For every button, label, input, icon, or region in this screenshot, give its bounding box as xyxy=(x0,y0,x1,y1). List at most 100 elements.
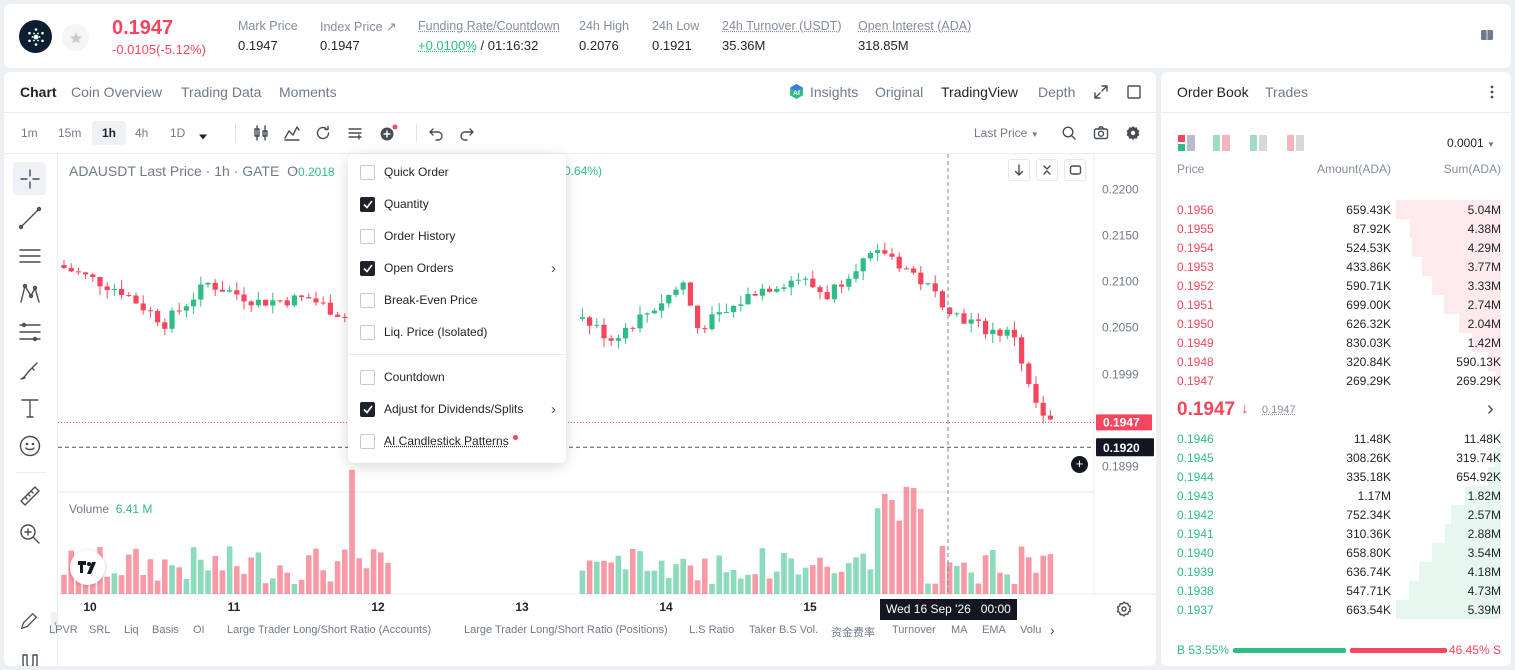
bid-row[interactable]: 0.1941 310.36K 2.88M xyxy=(1161,524,1511,543)
indicators-icon[interactable] xyxy=(284,125,300,144)
indicator-volu[interactable]: Volu xyxy=(1020,624,1042,636)
bid-row[interactable]: 0.1940 658.80K 3.54M xyxy=(1161,543,1511,562)
checkbox-order-history[interactable] xyxy=(360,228,375,244)
bid-row[interactable]: 0.1946 11.48K 11.48K xyxy=(1161,429,1511,448)
indicator-basis[interactable]: Basis xyxy=(152,624,179,636)
redo-icon[interactable] xyxy=(459,125,475,144)
ask-row[interactable]: 0.1950 626.32K 2.04M xyxy=(1161,314,1511,333)
menu-item-order-history[interactable]: Order History xyxy=(360,224,455,248)
ask-row[interactable]: 0.1952 590.71K 3.33M xyxy=(1161,276,1511,295)
emoji-tool-icon[interactable] xyxy=(18,434,42,461)
checkbox-open-orders[interactable] xyxy=(360,260,375,276)
checkbox-countdown[interactable] xyxy=(360,369,375,385)
view-asks-icon[interactable] xyxy=(1287,135,1304,154)
price-type-select[interactable]: Last Price ▼ xyxy=(974,126,1039,140)
indicator-ema[interactable]: EMA xyxy=(982,624,1006,636)
timeframe-1m[interactable]: 1m xyxy=(21,126,38,140)
menu-item-countdown[interactable]: Countdown xyxy=(360,365,445,389)
tab-order-book[interactable]: Order Book xyxy=(1177,84,1249,100)
checkbox-adjust-dividends[interactable] xyxy=(360,401,375,417)
funding-rate-label[interactable]: Funding Rate/Countdown xyxy=(418,19,560,33)
bid-row[interactable]: 0.1944 335.18K 654.92K xyxy=(1161,467,1511,486)
menu-item-quantity[interactable]: Quantity xyxy=(360,192,429,216)
more-options-icon[interactable] xyxy=(1489,84,1495,103)
ask-row[interactable]: 0.1947 269.29K 269.29K xyxy=(1161,371,1511,390)
ask-row[interactable]: 0.1953 433.86K 3.77M xyxy=(1161,257,1511,276)
precision-select[interactable]: 0.0001 ▼ xyxy=(1447,136,1495,150)
tab-trading-data[interactable]: Trading Data xyxy=(181,84,262,100)
candle-type-icon[interactable] xyxy=(253,125,269,144)
checkbox-ai-candlestick[interactable] xyxy=(360,433,375,449)
replay-icon[interactable] xyxy=(315,125,331,144)
tab-insights[interactable]: Insights xyxy=(810,84,859,100)
indicator-liq[interactable]: Liq xyxy=(124,624,139,636)
favorite-star-icon[interactable] xyxy=(62,24,89,51)
crosshair-tool-icon[interactable] xyxy=(13,162,46,195)
tab-moments[interactable]: Moments xyxy=(279,84,337,100)
indicator-lt-accounts[interactable]: Large Trader Long/Short Ratio (Accounts) xyxy=(227,624,432,636)
expand-icon[interactable] xyxy=(1093,84,1109,103)
fit-screen-icon[interactable] xyxy=(1064,159,1086,181)
zoom-in-tool-icon[interactable] xyxy=(18,522,42,549)
chevron-right-icon[interactable]: › xyxy=(1487,398,1494,420)
pattern-tool-icon[interactable] xyxy=(18,282,42,309)
undo-icon[interactable] xyxy=(428,125,444,144)
view-both-icon[interactable] xyxy=(1178,135,1195,154)
time-axis-settings-icon[interactable] xyxy=(1115,600,1133,621)
bid-row[interactable]: 0.1942 752.34K 2.57M xyxy=(1161,505,1511,524)
indicator-lpvr[interactable]: LPVR xyxy=(49,624,78,636)
tab-trades[interactable]: Trades xyxy=(1265,84,1309,100)
menu-item-quick-order[interactable]: Quick Order xyxy=(360,160,449,184)
checkbox-quick-order[interactable] xyxy=(360,164,375,180)
timeframe-1d[interactable]: 1D xyxy=(170,126,186,140)
indicator-srl[interactable]: SRL xyxy=(89,624,111,636)
checkbox-liq-price[interactable] xyxy=(360,324,375,340)
collapse-toolbar-icon[interactable]: ‹ xyxy=(51,612,60,634)
menu-item-break-even[interactable]: Break-Even Price xyxy=(360,288,477,312)
add-settings-icon[interactable] xyxy=(379,124,399,145)
menu-item-liq-price[interactable]: Liq. Price (Isolated) xyxy=(360,320,487,344)
ask-row[interactable]: 0.1955 87.92K 4.38M xyxy=(1161,219,1511,238)
price-chart[interactable]: 0.2200 0.2150 0.2100 0.2050 0.1999 0.1899 0.19… xyxy=(58,154,1156,666)
fib-tool-icon[interactable] xyxy=(18,320,42,347)
timeframe-15m[interactable]: 15m xyxy=(58,126,82,140)
bid-row[interactable]: 0.1945 308.26K 319.74K xyxy=(1161,448,1511,467)
timeframe-1h[interactable]: 1h xyxy=(92,121,127,145)
tab-chart[interactable]: Chart xyxy=(20,84,57,100)
indicator-funding-rate[interactable]: 资金费率 xyxy=(831,627,875,639)
text-tool-icon[interactable] xyxy=(18,396,42,423)
compress-icon[interactable] xyxy=(1036,159,1058,181)
gear-icon[interactable] xyxy=(1125,125,1141,144)
trend-line-tool-icon[interactable] xyxy=(18,206,42,233)
lock-drawings-icon[interactable] xyxy=(18,610,40,635)
view-split-icon[interactable] xyxy=(1213,135,1230,154)
menu-item-ai-candlestick[interactable]: AI Candlestick Patterns xyxy=(360,429,518,453)
indicator-ma[interactable]: MA xyxy=(951,624,968,636)
scroll-down-icon[interactable] xyxy=(1008,159,1030,181)
view-bids-icon[interactable] xyxy=(1250,135,1267,154)
crosshair-plus-icon[interactable]: + xyxy=(1071,456,1088,473)
ask-row[interactable]: 0.1956 659.43K 5.04M xyxy=(1161,200,1511,219)
indicator-lt-positions[interactable]: Large Trader Long/Short Ratio (Positions… xyxy=(464,624,668,636)
index-price-label[interactable]: Index Price ↗ xyxy=(320,19,397,34)
ask-row[interactable]: 0.1954 524.53K 4.29M xyxy=(1161,238,1511,257)
window-layout-icon[interactable] xyxy=(1126,84,1142,103)
indicator-oi[interactable]: OI xyxy=(193,624,205,636)
templates-icon[interactable] xyxy=(347,125,363,144)
checkbox-quantity[interactable] xyxy=(360,196,375,212)
search-icon[interactable] xyxy=(1061,125,1077,144)
ask-row[interactable]: 0.1949 830.03K 1.42M xyxy=(1161,333,1511,352)
tradingview-logo-icon[interactable] xyxy=(70,550,105,585)
menu-item-open-orders[interactable]: Open Orders › xyxy=(360,256,556,280)
magnet-tool-icon[interactable] xyxy=(18,652,42,666)
tab-depth[interactable]: Depth xyxy=(1038,84,1076,100)
indicator-scroll-right-icon[interactable]: › xyxy=(1050,622,1055,638)
tab-original[interactable]: Original xyxy=(875,84,924,100)
ask-row[interactable]: 0.1951 699.00K 2.74M xyxy=(1161,295,1511,314)
timeframe-4h[interactable]: 4h xyxy=(135,126,149,140)
bid-row[interactable]: 0.1937 663.54K 5.39M xyxy=(1161,600,1511,619)
bid-row[interactable]: 0.1939 636.74K 4.18M xyxy=(1161,562,1511,581)
tab-coin-overview[interactable]: Coin Overview xyxy=(71,84,163,100)
timeframe-dropdown-icon[interactable] xyxy=(198,129,208,144)
brush-tool-icon[interactable] xyxy=(18,358,42,385)
